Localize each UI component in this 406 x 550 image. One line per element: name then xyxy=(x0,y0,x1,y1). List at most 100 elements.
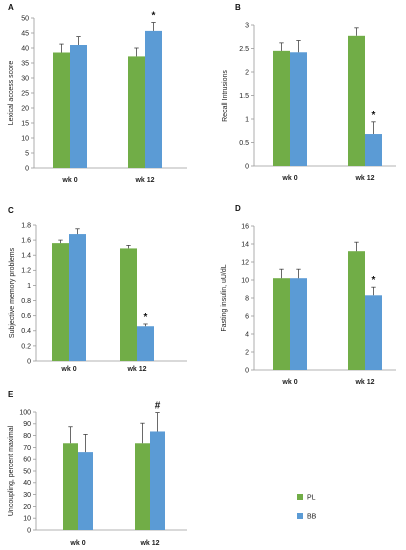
bar-pl xyxy=(120,248,137,361)
y-tick-label: 50 xyxy=(23,468,31,475)
y-tick-label: 80 xyxy=(23,433,31,440)
y-tick-label: 0.6 xyxy=(21,313,31,320)
panel-c: C 0 0.2 0.4 0.6 0.8 1 1.2 1.4 1.6 1.8 Subjective me… xyxy=(8,206,187,373)
y-tick-label: 2.5 xyxy=(239,46,249,53)
x-category-label: wk 0 xyxy=(69,540,85,547)
y-tick-label: 0.2 xyxy=(21,343,31,350)
bar-bb xyxy=(70,45,87,168)
y-tick-label: 1 xyxy=(27,283,31,290)
bar-bb xyxy=(290,52,307,167)
bar-bb xyxy=(78,452,93,530)
y-tick-label: 50 xyxy=(21,15,29,22)
legend-label: PL xyxy=(307,495,316,502)
significance-marker: * xyxy=(372,275,376,286)
x-category-label: wk 0 xyxy=(60,366,76,373)
panel-label: C xyxy=(8,206,14,215)
y-tick-label: 0 xyxy=(27,527,31,534)
y-tick-label: 0 xyxy=(25,165,29,172)
y-tick-label: 0.8 xyxy=(21,298,31,305)
y-tick-label: 1 xyxy=(245,116,249,123)
y-tick-label: 20 xyxy=(23,504,31,511)
bar-pl xyxy=(273,50,290,166)
bar-pl xyxy=(63,443,78,530)
y-tick-label: 60 xyxy=(23,457,31,464)
y-tick-label: 16 xyxy=(241,223,249,230)
panel-label: D xyxy=(235,204,241,213)
bar-bb xyxy=(137,326,154,361)
y-axis-title: Recall Intrusions xyxy=(222,70,229,122)
y-tick-label: 10 xyxy=(21,135,29,142)
y-tick-label: 70 xyxy=(23,445,31,452)
y-tick-label: 0 xyxy=(245,163,249,170)
y-axis-title: Subjective memory problems xyxy=(9,247,16,338)
y-tick-label: 40 xyxy=(21,45,29,52)
y-tick-label: 45 xyxy=(21,30,29,37)
panel-d: D 0 2 4 6 8 10 12 14 16 Fasting insulin, uU/dL wk 0… xyxy=(221,204,396,386)
significance-marker: * xyxy=(372,110,376,121)
y-tick-label: 30 xyxy=(21,75,29,82)
y-tick-label: 35 xyxy=(21,60,29,67)
legend-swatch-pl xyxy=(297,494,303,500)
bar-pl xyxy=(52,243,69,361)
bar-pl xyxy=(348,35,365,167)
bar-bb xyxy=(69,234,86,361)
y-tick-label: 1.2 xyxy=(21,268,31,275)
y-tick-label: 20 xyxy=(21,105,29,112)
panel-label: E xyxy=(8,390,14,399)
y-tick-label: 0.5 xyxy=(239,140,249,147)
y-tick-label: 8 xyxy=(245,295,249,302)
panel-e: E 0 10 20 30 40 50 60 70 80 90 100 Uncoupling, perce… xyxy=(8,390,187,547)
bar-bb xyxy=(365,295,382,370)
x-category-label: wk 12 xyxy=(134,177,154,184)
y-tick-label: 0.4 xyxy=(21,328,31,335)
y-tick-label: 14 xyxy=(241,241,249,248)
bar-bb xyxy=(365,134,382,166)
panel-label: B xyxy=(235,3,241,12)
x-category-label: wk 0 xyxy=(281,175,297,182)
significance-marker: * xyxy=(144,312,148,323)
bar-bb xyxy=(150,431,165,530)
y-tick-label: 1.8 xyxy=(21,222,31,229)
y-tick-label: 100 xyxy=(19,409,31,416)
y-tick-label: 12 xyxy=(241,259,249,266)
y-tick-label: 1.6 xyxy=(21,238,31,245)
x-category-label: wk 0 xyxy=(281,379,297,386)
y-tick-label: 1.5 xyxy=(239,93,249,100)
y-tick-label: 10 xyxy=(23,516,31,523)
bar-pl xyxy=(273,278,290,370)
y-tick-label: 4 xyxy=(245,331,249,338)
bar-pl xyxy=(135,443,150,530)
y-tick-label: 30 xyxy=(23,492,31,499)
legend-label: BB xyxy=(307,514,317,521)
x-category-label: wk 0 xyxy=(61,177,77,184)
y-tick-label: 6 xyxy=(245,313,249,320)
bar-pl xyxy=(53,52,70,168)
y-axis-title: Lexical access score xyxy=(8,61,15,126)
y-tick-label: 1.4 xyxy=(21,253,31,260)
bar-pl xyxy=(128,56,145,168)
y-tick-label: 2 xyxy=(245,349,249,356)
x-category-label: wk 12 xyxy=(354,379,374,386)
x-category-label: wk 12 xyxy=(126,366,146,373)
panel-b: B 0 0.5 1 1.5 2 2.5 3 Recall Intrusions wk 0 wk 12… xyxy=(222,3,396,182)
y-tick-label: 0 xyxy=(27,358,31,365)
x-category-label: wk 12 xyxy=(139,540,159,547)
y-tick-label: 0 xyxy=(245,367,249,374)
y-tick-label: 3 xyxy=(245,22,249,29)
bar-pl xyxy=(348,251,365,370)
x-category-label: wk 12 xyxy=(354,175,374,182)
legend-swatch-bb xyxy=(297,513,303,519)
panel-a: A 0 5 10 15 20 25 30 35 40 45 50 Lexical access scor… xyxy=(8,3,187,184)
y-axis-title: Fasting insulin, uU/dL xyxy=(221,264,228,331)
y-tick-label: 40 xyxy=(23,480,31,487)
y-tick-label: 2 xyxy=(245,69,249,76)
y-tick-label: 90 xyxy=(23,421,31,428)
y-tick-label: 25 xyxy=(21,90,29,97)
panel-label: A xyxy=(8,3,14,12)
bar-bb xyxy=(290,278,307,370)
significance-marker: * xyxy=(152,11,156,22)
y-tick-label: 5 xyxy=(25,150,29,157)
y-axis-title: Uncoupling, percent maximal xyxy=(8,425,15,516)
y-tick-label: 15 xyxy=(21,120,29,127)
